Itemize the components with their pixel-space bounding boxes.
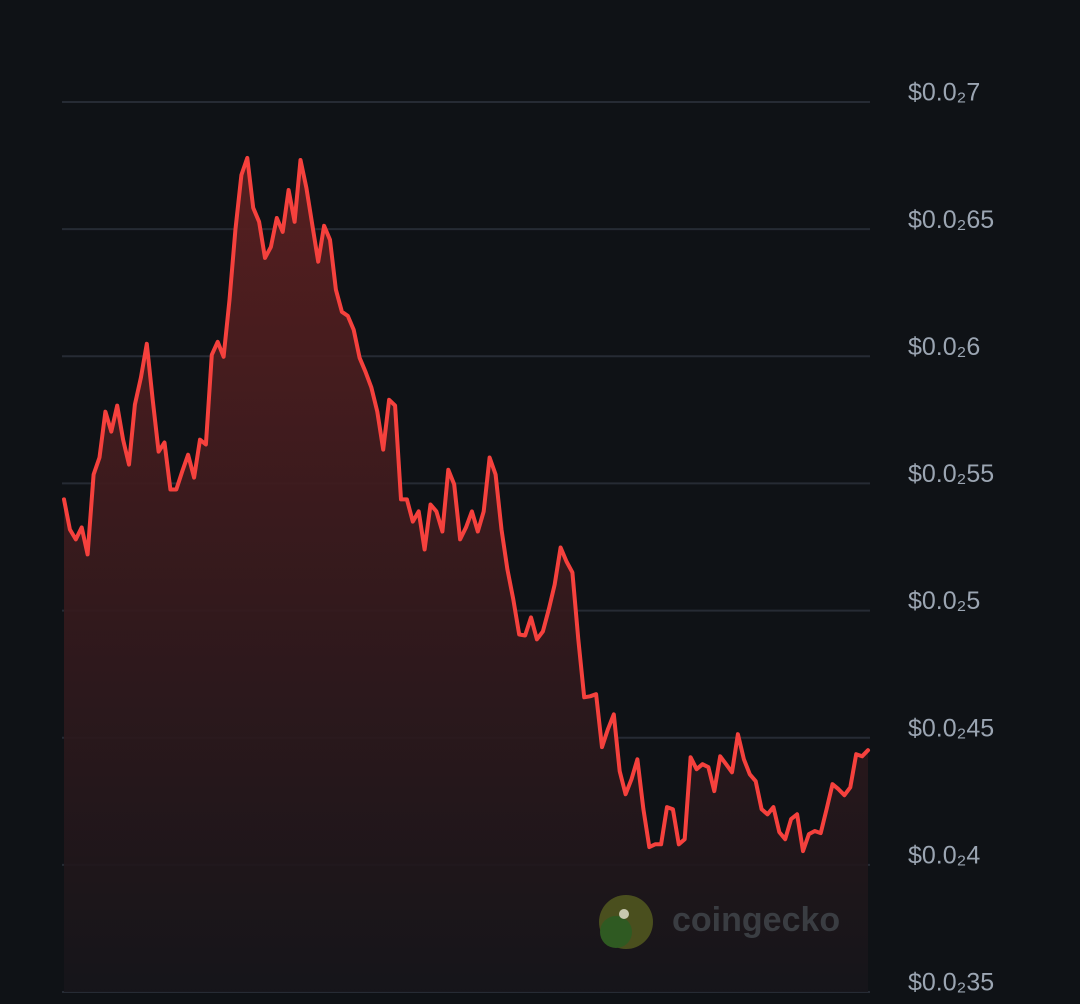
watermark-text: coingecko	[672, 901, 840, 939]
price-line	[62, 155, 870, 854]
y-tick-label: $0.0₂55	[908, 460, 994, 488]
y-tick-label: $0.0₂65	[908, 206, 994, 234]
y-tick-label: $0.0₂6	[908, 333, 980, 361]
y-tick-label: $0.0₂45	[908, 714, 994, 742]
watermark: coingecko	[599, 895, 840, 949]
y-tick-label: $0.0₂5	[908, 587, 980, 615]
y-tick-label: $0.0₂4	[908, 841, 980, 869]
area	[64, 157, 868, 992]
watermark-logo-eye	[619, 909, 629, 919]
y-tick-label: $0.0₂35	[908, 969, 994, 997]
watermark-logo-inner	[600, 916, 632, 948]
y-tick-label: $0.0₂7	[908, 79, 980, 107]
